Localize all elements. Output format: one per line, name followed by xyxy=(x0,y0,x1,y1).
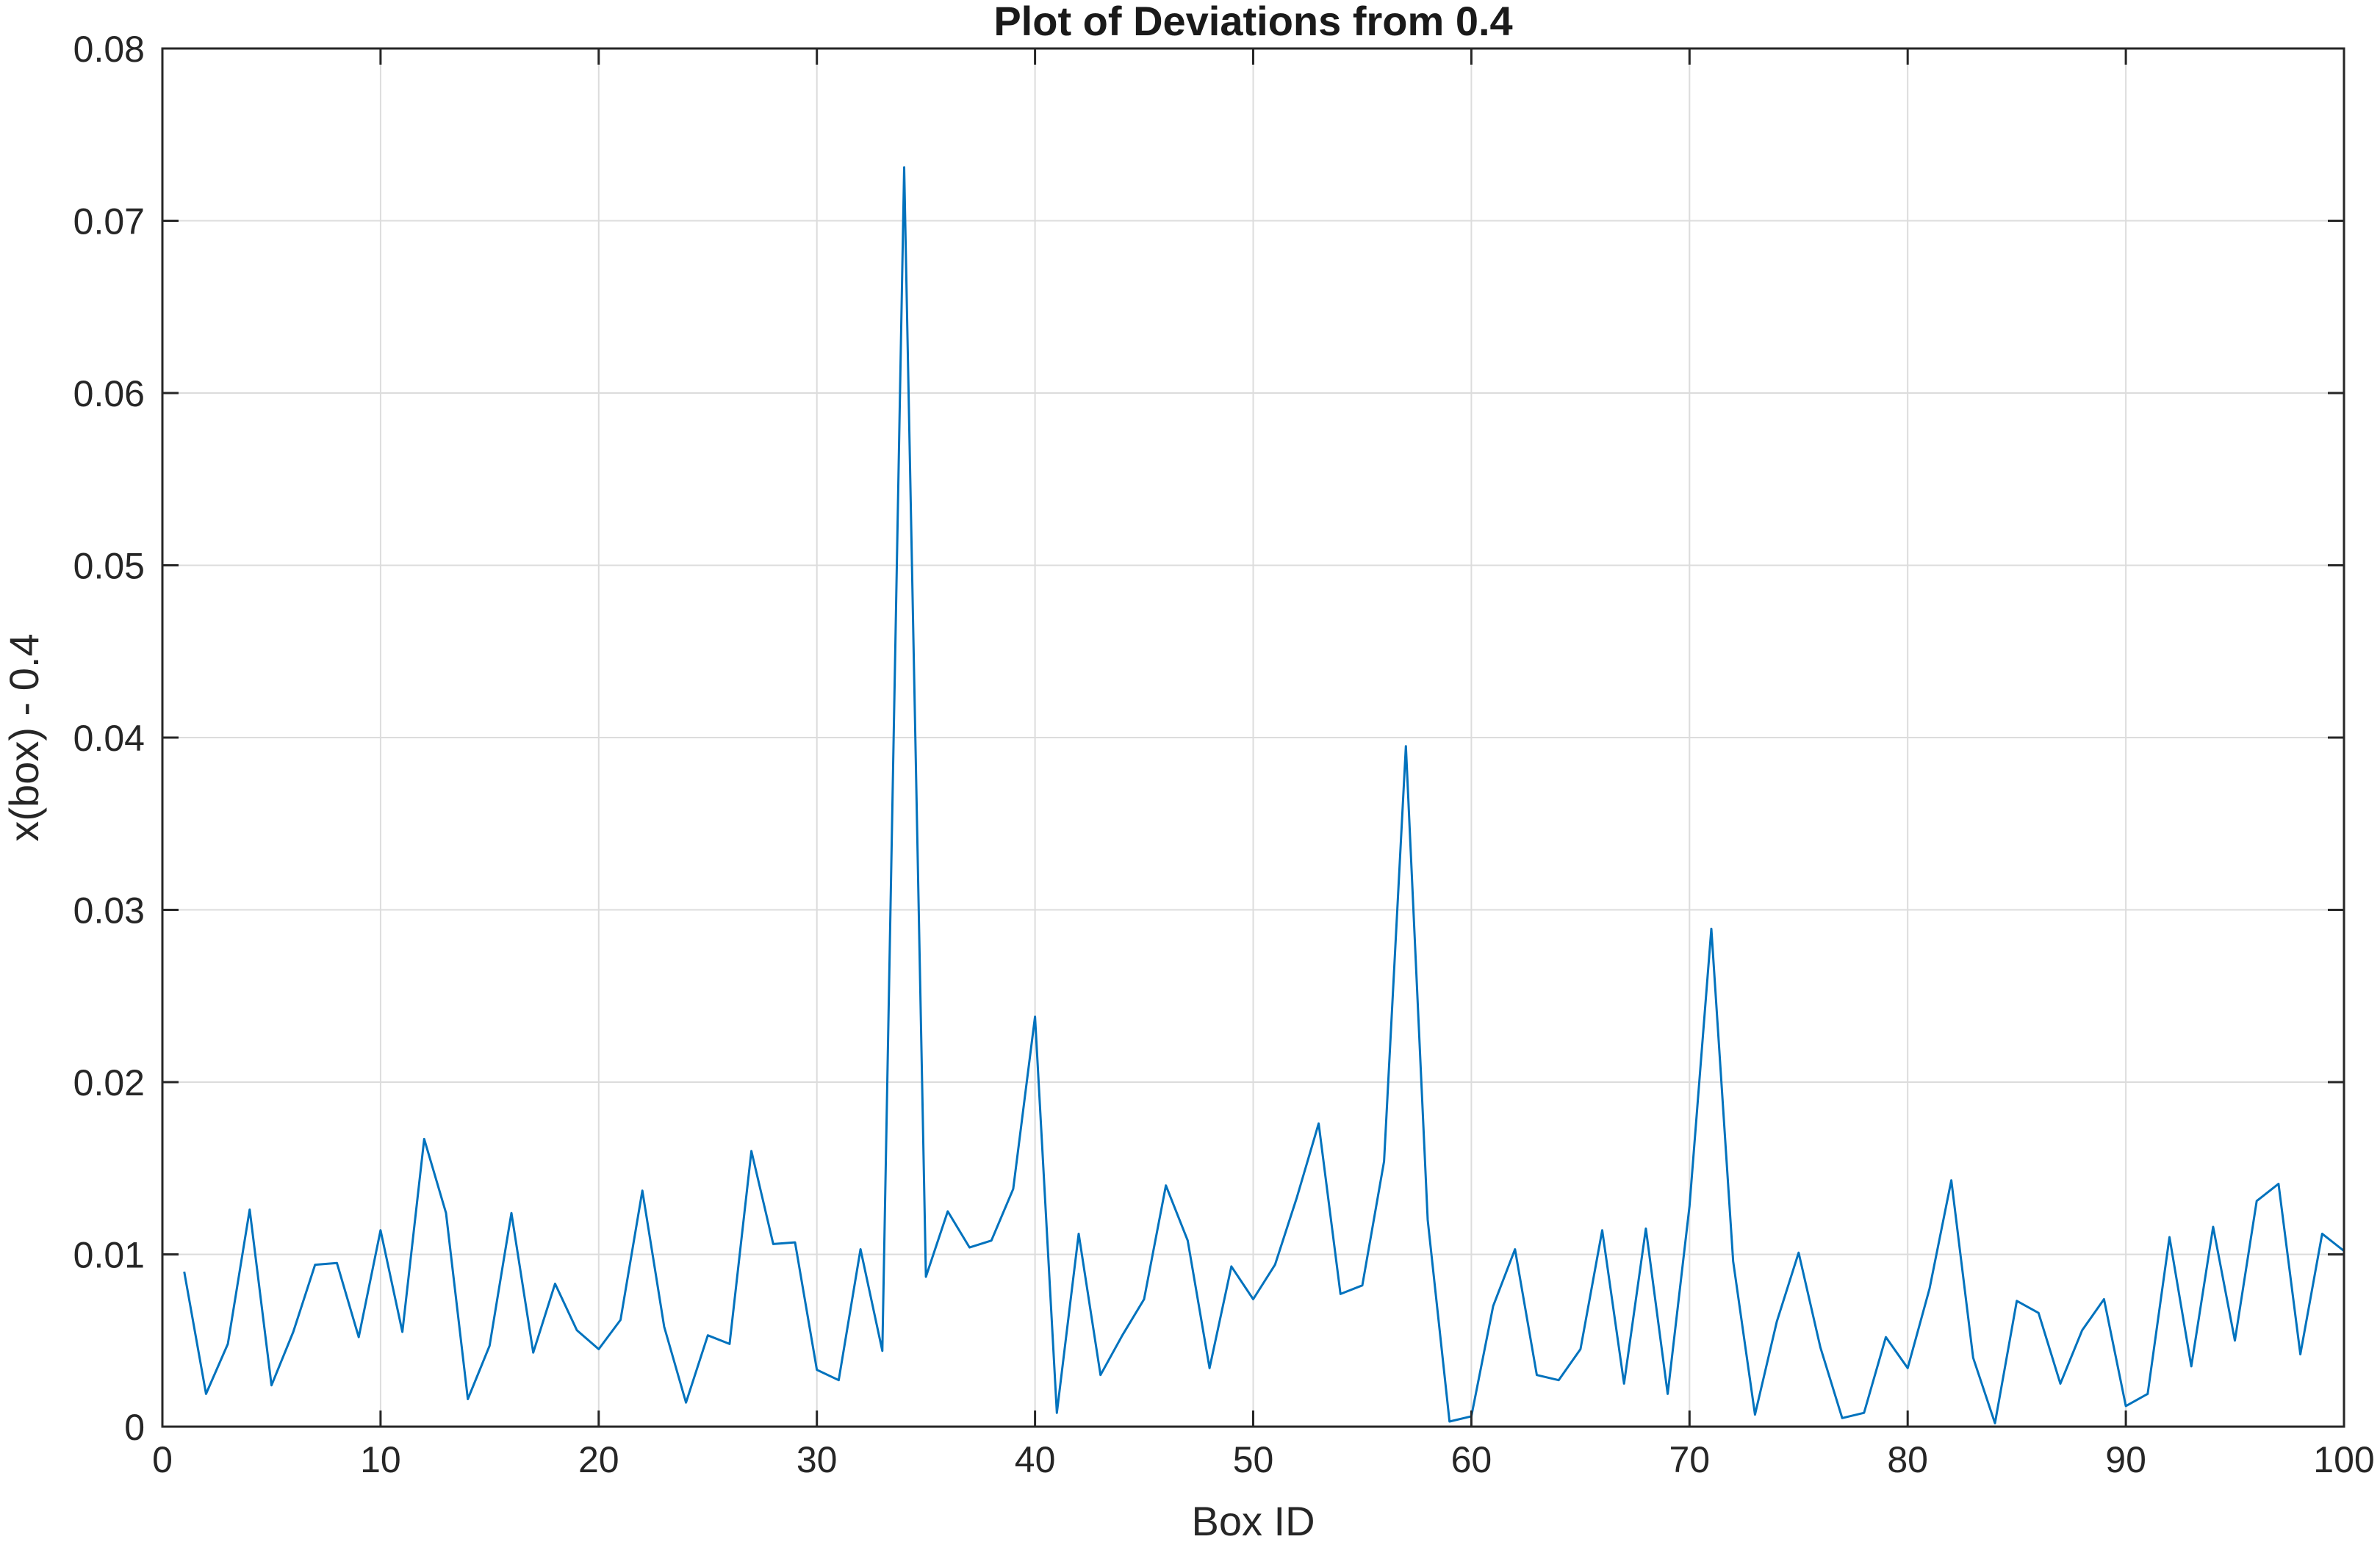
x-tick-labels: 0 10 20 30 40 50 60 70 80 90 100 xyxy=(152,1439,2375,1480)
x-tick-label: 90 xyxy=(2105,1439,2146,1480)
x-tick-label: 70 xyxy=(1669,1439,1710,1480)
y-tick-label: 0.02 xyxy=(73,1062,145,1103)
chart-title: Plot of Deviations from 0.4 xyxy=(993,0,1512,44)
x-tick-label: 80 xyxy=(1887,1439,1928,1480)
x-tick-label: 50 xyxy=(1233,1439,1274,1480)
y-tick-label: 0.05 xyxy=(73,546,145,587)
axis-ticks xyxy=(161,47,2345,1428)
x-tick-label: 0 xyxy=(152,1439,173,1480)
grid-lines xyxy=(162,48,2344,1427)
y-tick-label: 0 xyxy=(124,1407,145,1448)
y-axis-label: x(box) - 0.4 xyxy=(1,633,47,841)
y-tick-label: 0.08 xyxy=(73,29,145,70)
x-tick-label: 40 xyxy=(1015,1439,1056,1480)
y-tick-label: 0.03 xyxy=(73,890,145,932)
x-tick-label: 20 xyxy=(578,1439,619,1480)
x-tick-label: 60 xyxy=(1451,1439,1492,1480)
x-tick-label: 30 xyxy=(797,1439,838,1480)
y-tick-label: 0.01 xyxy=(73,1235,145,1276)
y-tick-label: 0.04 xyxy=(73,718,145,759)
y-tick-labels: 0 0.01 0.02 0.03 0.04 0.05 0.06 0.07 0.08 xyxy=(73,29,145,1448)
series-layer xyxy=(183,166,2345,1424)
y-tick-label: 0.06 xyxy=(73,373,145,414)
x-tick-label: 10 xyxy=(360,1439,401,1480)
x-axis-label: Box ID xyxy=(1191,1498,1315,1542)
y-tick-label: 0.07 xyxy=(73,201,145,242)
x-tick-label: 100 xyxy=(2313,1439,2374,1480)
deviation-series-line xyxy=(183,166,2345,1424)
